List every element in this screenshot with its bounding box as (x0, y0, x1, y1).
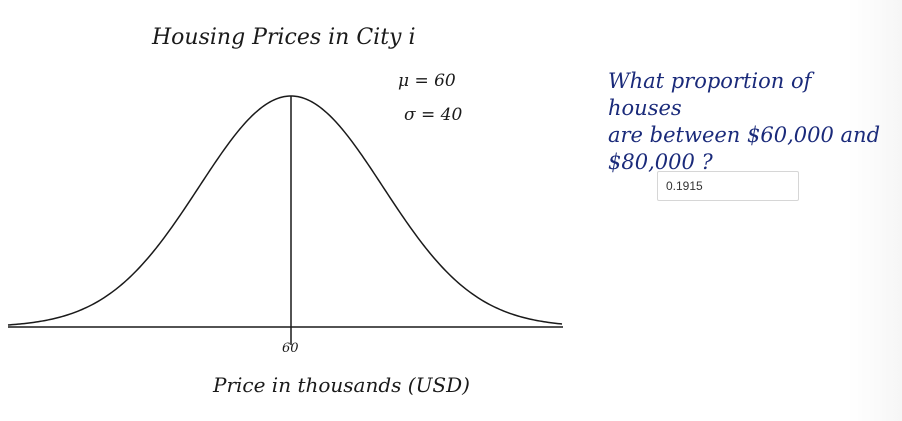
answer-input[interactable] (657, 171, 799, 201)
graph-title: Housing Prices in City i (151, 25, 416, 50)
std-dev-label: σ = 40 (404, 105, 462, 125)
center-tick-label: 60 (282, 341, 299, 356)
mean-label: μ = 60 (398, 71, 456, 91)
question-line-3: $80,000 ? (608, 150, 713, 174)
right-panel-edge (848, 0, 902, 421)
bell-curve (7, 95, 563, 326)
normal-distribution-graph: Housing Prices in City i μ = 60 σ = 40 6… (7, 25, 563, 397)
question-text: What proportion of houses are between $6… (608, 68, 888, 176)
x-axis-label: Price in thousands (USD) (212, 373, 470, 397)
question-line-1: What proportion of houses (608, 69, 812, 120)
question-line-2: are between $60,000 and (608, 123, 881, 147)
